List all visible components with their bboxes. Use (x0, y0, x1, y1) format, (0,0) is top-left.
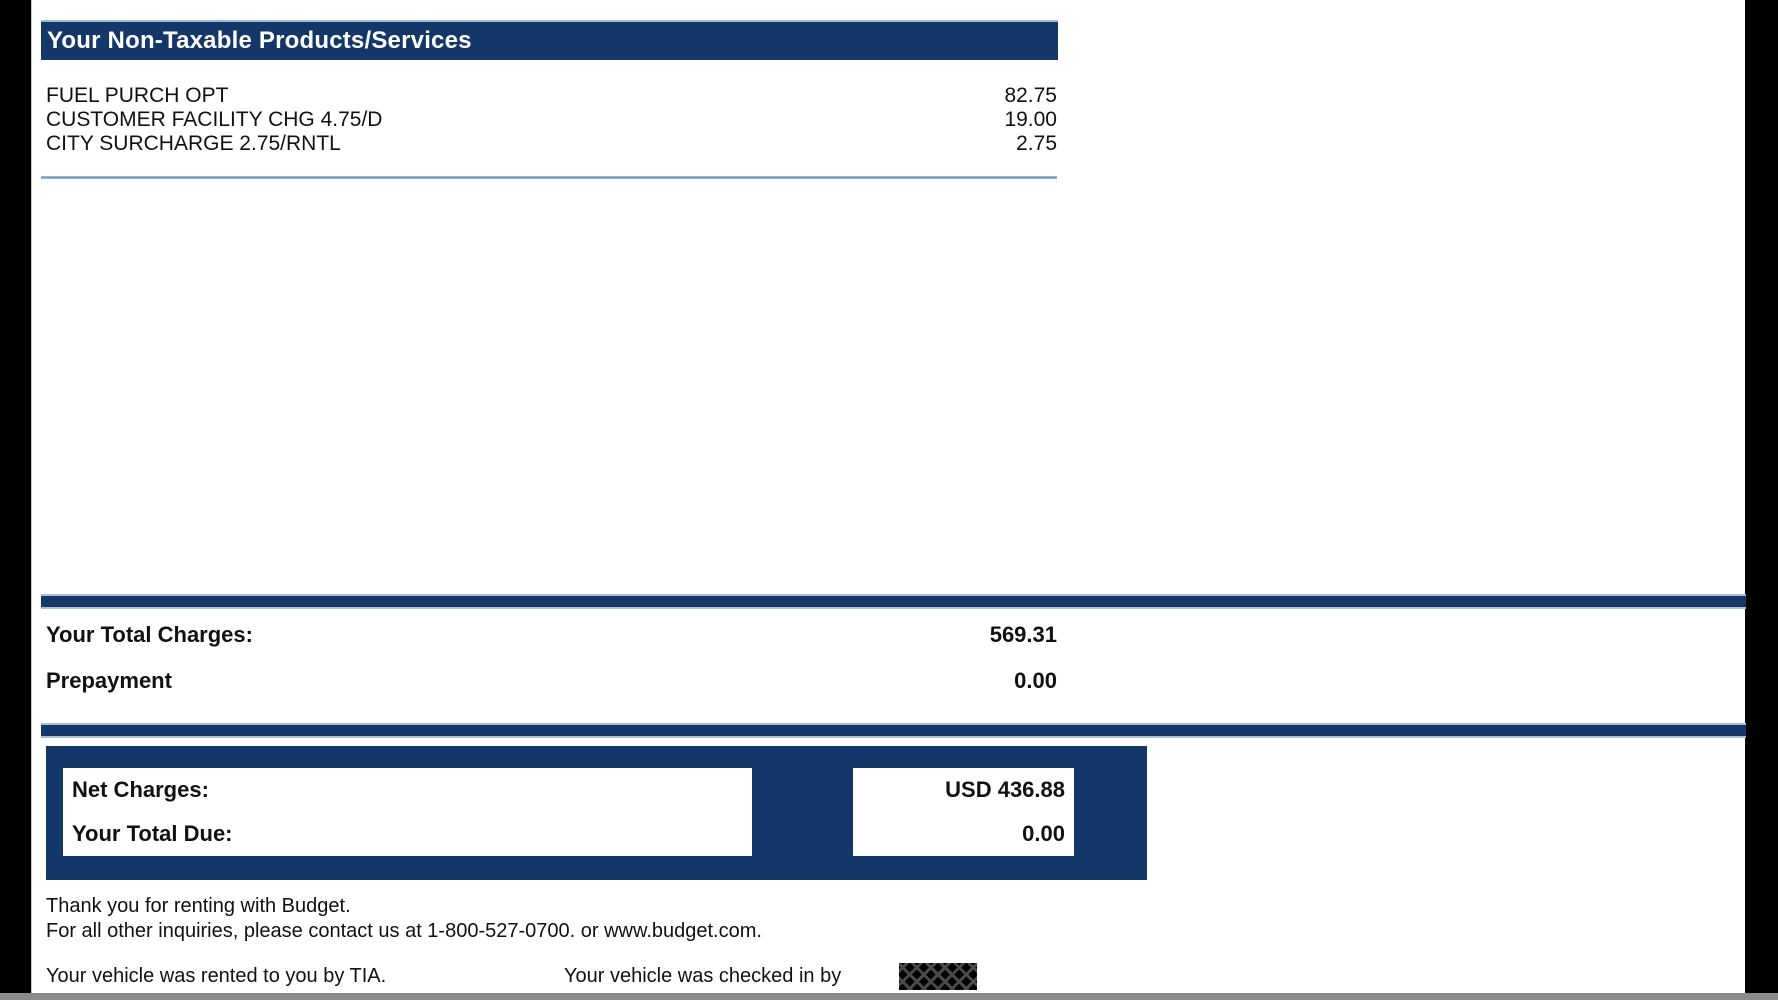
footer-thanks-block: Thank you for renting with Budget. For a… (46, 894, 762, 944)
receipt-page: Your Non-Taxable Products/Services FUEL … (31, 0, 1746, 993)
rented-by-text: Your vehicle was rented to you by TIA. (46, 965, 387, 987)
line-item-label: CUSTOMER FACILITY CHG 4.75/D (46, 108, 383, 131)
prepayment-amount: 0.00 (1014, 668, 1057, 693)
line-item-city-surcharge: CITY SURCHARGE 2.75/RNTL 2.75 (46, 132, 1057, 156)
net-charges-labels-panel: Net Charges: Your Total Due: (63, 768, 752, 856)
prepayment-row: Prepayment 0.00 (46, 668, 1057, 694)
checked-in-by-text: Your vehicle was checked in by (564, 965, 842, 987)
items-separator-line (41, 176, 1057, 179)
line-item-amount: 82.75 (1004, 84, 1057, 107)
totals-top-divider-bar (41, 594, 1746, 609)
non-taxable-line-items: FUEL PURCH OPT 82.75 CUSTOMER FACILITY C… (46, 84, 1057, 156)
checked-in-by-redaction-box (899, 963, 977, 990)
total-charges-label: Your Total Charges: (46, 622, 253, 647)
totals-bottom-divider-bar (41, 723, 1746, 738)
line-item-fuel-purch-opt: FUEL PURCH OPT 82.75 (46, 84, 1057, 108)
net-charges-amount: USD 436.88 (945, 777, 1065, 802)
total-charges-row: Your Total Charges: 569.31 (46, 622, 1057, 648)
line-item-customer-facility-chg: CUSTOMER FACILITY CHG 4.75/D 19.00 (46, 108, 1057, 132)
net-charges-label: Net Charges: (72, 777, 209, 802)
total-due-amount: 0.00 (1022, 821, 1065, 846)
total-due-label: Your Total Due: (72, 821, 233, 846)
total-charges-amount: 569.31 (989, 622, 1057, 647)
thanks-line-1: Thank you for renting with Budget. (46, 895, 351, 917)
thanks-line-2: For all other inquiries, please contact … (46, 920, 762, 942)
prepayment-label: Prepayment (46, 668, 172, 693)
bottom-edge-strip (0, 993, 1778, 1000)
vehicle-info-row: Your vehicle was rented to you by TIA. Y… (46, 963, 1046, 993)
totals-section: Your Total Charges: 569.31 Prepayment 0.… (46, 622, 1057, 714)
line-item-amount: 19.00 (1004, 108, 1057, 131)
line-item-label: FUEL PURCH OPT (46, 84, 229, 107)
section-header-title: Your Non-Taxable Products/Services (47, 27, 472, 54)
line-item-label: CITY SURCHARGE 2.75/RNTL (46, 132, 341, 155)
net-charges-box: Net Charges: Your Total Due: USD 436.88 … (46, 746, 1147, 880)
non-taxable-section-header: Your Non-Taxable Products/Services (41, 20, 1058, 60)
line-item-amount: 2.75 (1016, 132, 1057, 155)
net-charges-values-panel: USD 436.88 0.00 (853, 768, 1074, 856)
